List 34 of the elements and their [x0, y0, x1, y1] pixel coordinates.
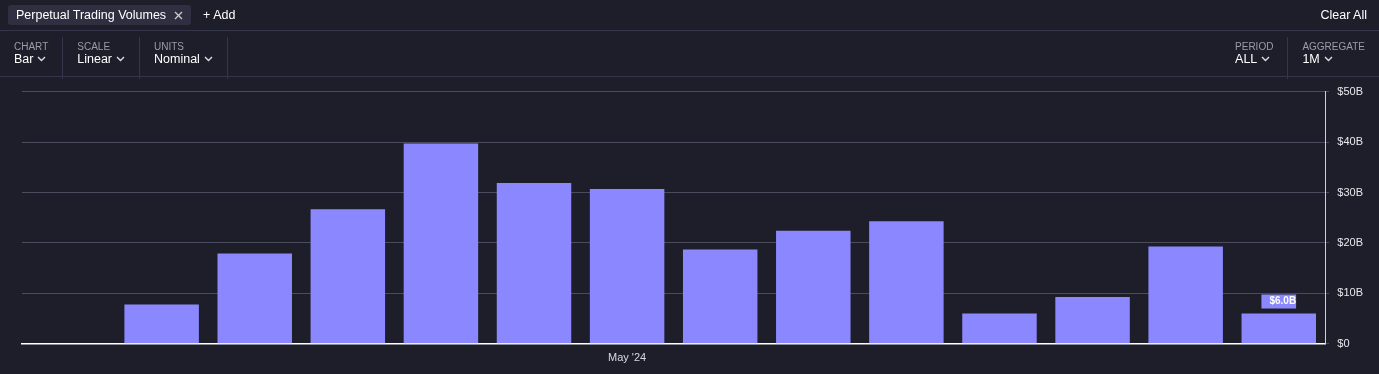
- bar: [682, 249, 758, 344]
- bar: [496, 182, 572, 344]
- y-tick-label: $20B: [1337, 235, 1364, 248]
- bar: [217, 253, 292, 344]
- bar: [310, 209, 386, 344]
- text: Bar: [14, 52, 35, 66]
- chart-title: Perpetual Trading Volumes: [8, 5, 192, 25]
- x-tick-label: May '24: [608, 351, 647, 364]
- bar: [776, 230, 851, 344]
- text: 1M: [1302, 52, 1321, 66]
- text: ALL: [1235, 52, 1259, 66]
- y-tick-label: $40B: [1337, 135, 1364, 148]
- bar: [962, 313, 1037, 344]
- bar: [869, 221, 944, 344]
- text: Clear All: [1320, 8, 1367, 22]
- y-tick-label: $30B: [1337, 185, 1364, 198]
- text: PERIOD: [1235, 41, 1274, 52]
- data-label: $6.0B: [1269, 295, 1297, 307]
- bar: [589, 188, 665, 344]
- bar: [1055, 296, 1130, 344]
- text: UNITS: [154, 41, 185, 52]
- bar: [1241, 313, 1316, 344]
- y-tick-label: $10B: [1337, 286, 1364, 299]
- bar: [1148, 246, 1223, 344]
- bar: [403, 143, 479, 344]
- text: Linear: [77, 52, 113, 66]
- text: SCALE: [77, 41, 112, 52]
- text: AGGREGATE: [1302, 41, 1365, 52]
- bar: [124, 304, 199, 344]
- text: Nominal: [154, 52, 201, 66]
- y-tick-label: $0: [1337, 336, 1350, 349]
- text: + Add: [203, 8, 236, 22]
- y-tick-label: $50B: [1337, 84, 1364, 97]
- text: CHART: [14, 41, 49, 52]
